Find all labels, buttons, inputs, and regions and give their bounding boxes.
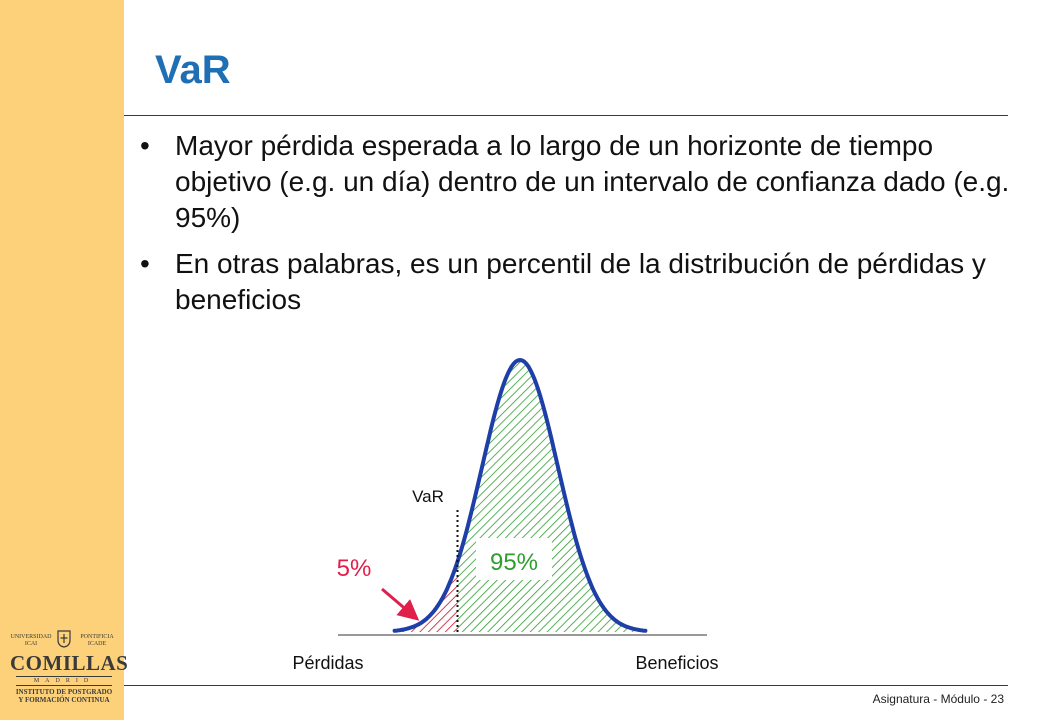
title-divider <box>124 115 1008 116</box>
bullet-item: • En otras palabras, es un percentil de … <box>140 246 1020 318</box>
bullet-item: • Mayor pérdida esperada a lo largo de u… <box>140 128 1020 236</box>
tail-percent-label: 5% <box>337 555 372 582</box>
var-label: VaR <box>412 487 444 506</box>
losses-label: Pérdidas <box>292 653 363 673</box>
logo-top-left: UNIVERSIDAD <box>10 634 52 640</box>
tail-arrow <box>381 587 420 621</box>
seal-icon <box>57 630 71 648</box>
tail-area <box>394 561 458 632</box>
logo-city: MADRID <box>16 676 112 686</box>
profits-label: Beneficios <box>635 653 718 673</box>
sidebar <box>0 0 124 720</box>
logo-institute-1: INSTITUTO DE POSTGRADO <box>15 688 113 696</box>
footer-divider <box>124 685 1008 686</box>
bullet-marker: • <box>140 130 150 161</box>
logo-sub-left: ICAI <box>24 641 38 647</box>
slide-title: VaR <box>155 48 231 92</box>
density-curve <box>392 357 648 633</box>
slide-footer: Asignatura - Módulo - 23 <box>872 692 1004 706</box>
body-area <box>457 360 646 632</box>
var-distribution-chart: VaR 95% 5% Pérdidas Beneficios <box>292 357 719 673</box>
comillas-logo: UNIVERSIDAD ICAI PONTIFICIA ICADE COMILLAS… <box>10 630 129 710</box>
body-label-box <box>476 538 552 580</box>
logo-sub-right: ICADE <box>87 641 107 647</box>
bullet-marker: • <box>140 248 150 279</box>
logo-top-right: PONTIFICIA <box>80 634 114 640</box>
body-percent-label: 95% <box>490 549 538 576</box>
logo-name: COMILLAS <box>10 651 129 675</box>
bullet-text: En otras palabras, es un percentil de la… <box>175 248 986 315</box>
logo-institute-2: Y FORMACIÓN CONTINUA <box>18 696 110 704</box>
bullet-list: • Mayor pérdida esperada a lo largo de u… <box>140 128 1020 328</box>
bullet-text: Mayor pérdida esperada a lo largo de un … <box>175 130 1010 233</box>
